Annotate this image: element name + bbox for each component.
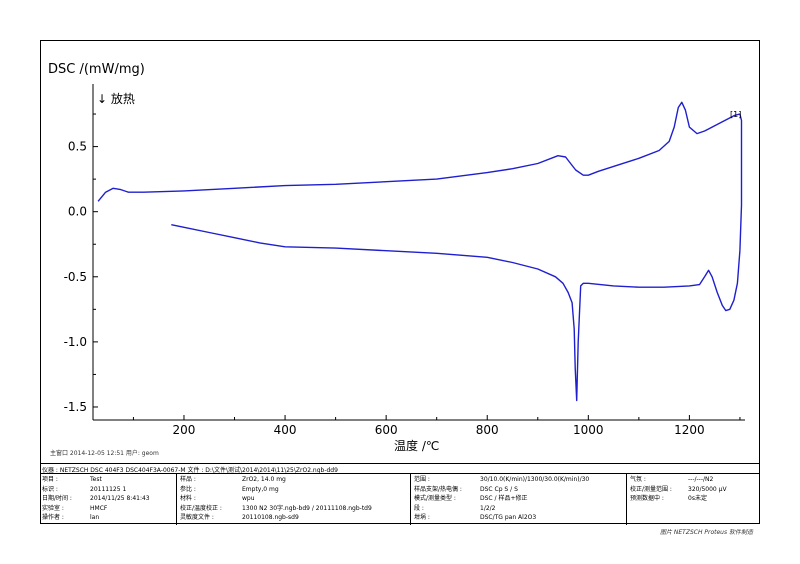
y-tick-label: -1.5 [64, 400, 87, 414]
info-row: 参比 : Empty,0 mg [180, 485, 408, 495]
info-value: 0s未定 [688, 495, 707, 503]
info-column-3: 范围 : 30/10.0(K/min)/1300/30.0(K/min)/30 样品… [414, 475, 624, 523]
exotherm-direction-note: ↓ 放热 [97, 92, 135, 106]
x-tick-label: 1200 [674, 423, 705, 437]
column-divider [176, 473, 177, 525]
info-key: 校正/温度校正 : [180, 504, 222, 512]
info-key: 项目 : [42, 476, 58, 483]
info-column-4: 气氛 : ---/---/N2 校正/测量范围 :320/5000 µV 预测数据中 … [630, 475, 758, 504]
info-row: 样品 : ZrO2, 14.0 mg [180, 475, 408, 485]
info-key: 实验室 : [42, 504, 64, 512]
info-value: 1/2/2 [480, 504, 496, 512]
info-value: wpu [242, 495, 255, 503]
info-row: 日期/时间 : 2014/11/25 8:41:43 [42, 494, 176, 504]
series-layer [97, 101, 743, 402]
info-key: 预测数据中 : [630, 495, 664, 503]
info-key: 坩埚 : [414, 514, 430, 522]
instrument-line: 仪器 : NETZSCH DSC 404F3 DSC404F3A-0067-M … [42, 467, 338, 474]
column-divider [410, 473, 411, 525]
x-tick-label: 1000 [573, 423, 604, 437]
info-value: DSC Cp S / S [480, 485, 518, 493]
info-row: 灵敏度文件 : 20110108.ngb-sd9 [180, 513, 408, 523]
info-row: 项目 : Test [42, 475, 176, 485]
info-key: 标识 : [42, 485, 58, 493]
info-column-1: 项目 : Test 标识 : 20111125 1 日期/时间 : 2014/11/25 … [42, 475, 176, 523]
info-key: 样品 : [180, 476, 196, 483]
y-tick-label: -0.5 [64, 270, 87, 284]
info-value: 20111125 1 [90, 485, 127, 493]
info-key: 段 : [414, 504, 424, 512]
info-column-2: 样品 : ZrO2, 14.0 mg 参比 : Empty,0 mg 材料 : wpu 校正… [180, 475, 408, 523]
info-key: 材料 : [180, 495, 196, 503]
info-value: ---/---/N2 [688, 476, 714, 483]
info-value: lan [90, 514, 100, 522]
software-branding: 图片 NETZSCH Proteus 软件制造 [660, 529, 754, 536]
info-value: DSC/TG pan Al2O3 [480, 514, 537, 522]
info-row: 坩埚 : DSC/TG pan Al2O3 [414, 513, 624, 523]
info-key: 校正/测量范围 : [630, 485, 672, 493]
x-tick-label: 200 [173, 423, 196, 437]
info-value: DSC / 样品+修正 [480, 495, 528, 503]
ticks: 200 400 600 800 1000 1200 0.5 0.0 -0.5 -1.0 -1.5 [64, 113, 741, 437]
info-row: 气氛 : ---/---/N2 [630, 475, 758, 485]
info-value: 1300 N2 30字.ngb-bd9 / 20111108.ngb-td9 [242, 504, 372, 512]
info-row: 模式/测量类型 : DSC / 样品+修正 [414, 494, 624, 504]
info-key: 气氛 : [630, 476, 646, 483]
info-value: Test [90, 476, 102, 483]
info-value: 30/10.0(K/min)/1300/30.0(K/min)/30 [480, 476, 590, 483]
dsc-curve [97, 101, 743, 402]
info-value: 320/5000 µV [688, 485, 727, 493]
info-key: 范围 : [414, 476, 430, 483]
info-value: 20110108.ngb-sd9 [242, 514, 299, 522]
info-value: ZrO2, 14.0 mg [242, 476, 286, 483]
window-footnote: 主窗口 2014-12-05 12:51 用户: geom [50, 450, 159, 457]
info-row: 操作者 : lan [42, 513, 176, 523]
y-tick-label: -1.0 [64, 335, 87, 349]
info-row: 校正/测量范围 : 320/5000 µV [630, 485, 758, 495]
info-row: 样品支架/热电偶 : DSC Cp S / S [414, 485, 624, 495]
info-key: 模式/测量类型 : [414, 495, 456, 503]
info-value: HMCF [90, 504, 108, 512]
info-key: 日期/时间 : [42, 495, 72, 503]
info-divider [40, 473, 760, 474]
x-tick-label: 600 [375, 423, 398, 437]
info-row: 校正/温度校正 : 1300 N2 30字.ngb-bd9 / 20111108.… [180, 504, 408, 514]
info-row: 实验室 : HMCF [42, 504, 176, 514]
axes [92, 84, 745, 421]
info-row: 段 : 1/2/2 [414, 504, 624, 514]
info-row: 范围 : 30/10.0(K/min)/1300/30.0(K/min)/30 [414, 475, 624, 485]
chart-frame [40, 40, 760, 524]
info-row: 标识 : 20111125 1 [42, 485, 176, 495]
y-axis-label: DSC /(mW/mg) [48, 62, 145, 77]
info-value: Empty,0 mg [242, 485, 279, 493]
x-tick-label: 800 [476, 423, 499, 437]
info-key: 参比 : [180, 485, 196, 493]
info-row: 预测数据中 : 0s未定 [630, 494, 758, 504]
column-divider [626, 473, 627, 525]
info-key: 样品支架/热电偶 : [414, 485, 462, 493]
y-tick-label: 0.0 [68, 205, 87, 219]
measurement-info-table: 仪器 : NETZSCH DSC 404F3 DSC404F3A-0067-M … [40, 463, 760, 525]
info-value: 2014/11/25 8:41:43 [90, 495, 150, 503]
info-key: 灵敏度文件 : [180, 514, 214, 522]
x-axis-label: 温度 /℃ [394, 439, 440, 453]
curve-label: [1] [730, 110, 741, 119]
info-row: 材料 : wpu [180, 494, 408, 504]
y-tick-label: 0.5 [68, 140, 87, 154]
x-tick-label: 400 [274, 423, 297, 437]
info-key: 操作者 : [42, 514, 64, 522]
